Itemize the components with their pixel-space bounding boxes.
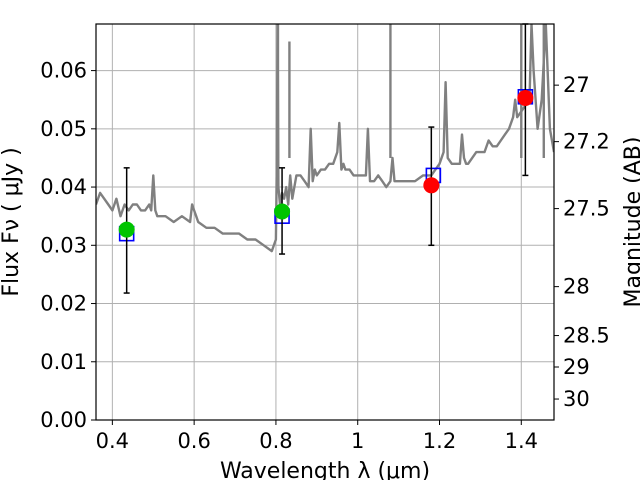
plot-frame <box>95 23 555 421</box>
x-tick-label: 0.6 <box>177 429 210 453</box>
x-tick-label: 0.8 <box>259 429 292 453</box>
right-tick-label: 28 <box>563 275 590 299</box>
filled-circle-marker <box>423 177 440 194</box>
filled-circle-marker <box>274 203 291 220</box>
right-y-axis-label: Magnitude (AB) <box>621 137 640 308</box>
right-tick-label: 27.5 <box>563 197 610 221</box>
x-tick-label: 0.4 <box>96 429 129 453</box>
spectrum-path <box>96 24 554 253</box>
y-tick-label: 0.03 <box>40 233 87 257</box>
grid-lines <box>96 24 554 421</box>
y-axis-label: Flux Fν ( μJy ) <box>0 147 24 296</box>
y-tick-label: 0.04 <box>40 175 87 199</box>
x-tick-label: 1.2 <box>423 429 456 453</box>
y-tick-label: 0.05 <box>40 117 87 141</box>
right-tick-label: 28.5 <box>563 324 610 348</box>
right-tick-label: 30 <box>563 387 590 411</box>
y-tick-label: 0.00 <box>40 408 87 432</box>
filled-circle-marker <box>517 89 534 106</box>
axis-ticks: 0.4 0.6 0.8 1 1.2 1.4 0.00 0.01 0.02 0.03 0.04 0.05… <box>40 59 610 453</box>
y-tick-label: 0.02 <box>40 292 87 316</box>
x-tick-label: 1 <box>351 429 364 453</box>
photometry-points <box>118 23 534 294</box>
y-tick-label: 0.06 <box>40 59 87 83</box>
spectrum-line <box>96 24 554 253</box>
x-axis-label: Wavelength λ (μm) <box>220 459 430 480</box>
right-tick-label: 27 <box>563 73 590 97</box>
x-tick-label: 1.4 <box>505 429 538 453</box>
y-tick-label: 0.01 <box>40 350 87 374</box>
filled-circle-marker <box>118 221 135 238</box>
right-tick-label: 29 <box>563 355 590 379</box>
right-tick-label: 27.2 <box>563 130 610 154</box>
